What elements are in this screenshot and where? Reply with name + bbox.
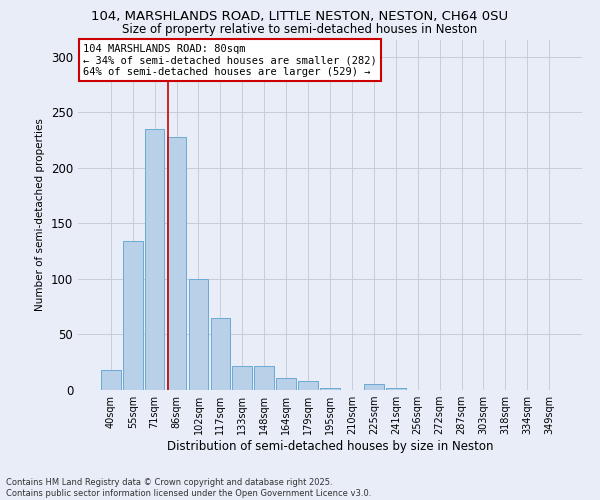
Text: 104 MARSHLANDS ROAD: 80sqm
← 34% of semi-detached houses are smaller (282)
64% o: 104 MARSHLANDS ROAD: 80sqm ← 34% of semi… — [83, 44, 377, 76]
Bar — [320, 388, 340, 390]
Text: 104, MARSHLANDS ROAD, LITTLE NESTON, NESTON, CH64 0SU: 104, MARSHLANDS ROAD, LITTLE NESTON, NES… — [91, 10, 509, 23]
Text: Size of property relative to semi-detached houses in Neston: Size of property relative to semi-detach… — [122, 22, 478, 36]
Bar — [145, 129, 164, 390]
Bar — [167, 136, 187, 390]
Bar — [188, 279, 208, 390]
Bar — [211, 318, 230, 390]
Y-axis label: Number of semi-detached properties: Number of semi-detached properties — [35, 118, 46, 312]
Bar — [232, 366, 252, 390]
Bar — [254, 366, 274, 390]
Bar — [123, 241, 143, 390]
Bar — [276, 378, 296, 390]
Text: Contains HM Land Registry data © Crown copyright and database right 2025.
Contai: Contains HM Land Registry data © Crown c… — [6, 478, 371, 498]
X-axis label: Distribution of semi-detached houses by size in Neston: Distribution of semi-detached houses by … — [167, 440, 493, 453]
Bar — [101, 370, 121, 390]
Bar — [298, 381, 318, 390]
Bar — [364, 384, 384, 390]
Bar — [386, 388, 406, 390]
